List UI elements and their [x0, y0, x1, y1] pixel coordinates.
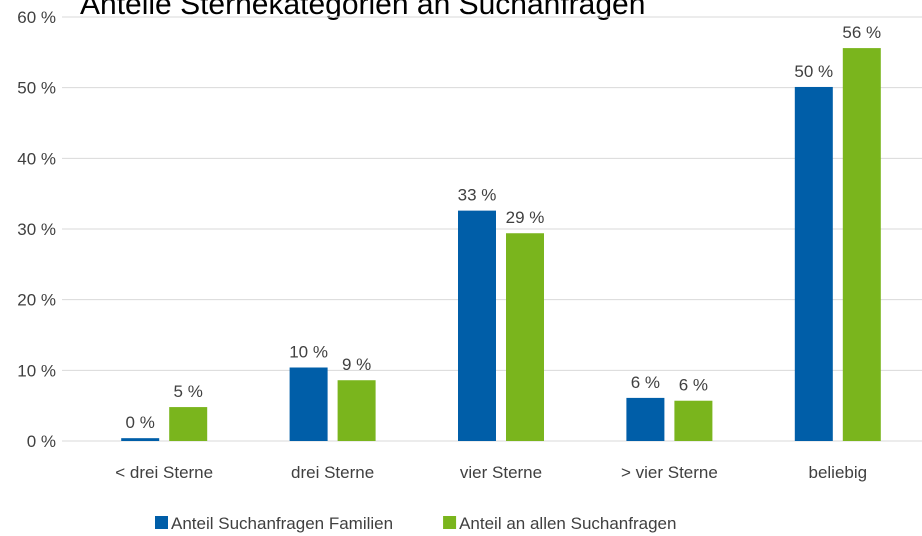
data-label: 50 %: [794, 62, 833, 81]
bar: [121, 438, 160, 441]
legend-label: Anteil an allen Suchanfragen: [459, 514, 676, 533]
bar: [842, 48, 881, 442]
legend-label: Anteil Suchanfragen Familien: [171, 514, 393, 533]
y-tick-label: 50 %: [17, 79, 56, 98]
data-label: 29 %: [506, 208, 545, 227]
legend-swatch: [443, 516, 457, 529]
bar: [458, 210, 496, 441]
data-label: 56 %: [842, 23, 881, 42]
y-tick-label: 20 %: [17, 291, 56, 310]
x-tick-label: beliebig: [808, 463, 867, 482]
data-label: 10 %: [289, 343, 328, 362]
bar: [506, 233, 544, 441]
bar: [794, 86, 833, 442]
bar: [626, 397, 665, 441]
legend-swatch: [155, 516, 168, 529]
data-label: 6 %: [679, 376, 708, 395]
y-tick-label: 40 %: [17, 149, 56, 168]
bar: [169, 407, 208, 441]
bar: [337, 380, 376, 441]
data-label: 6 %: [631, 373, 660, 392]
data-label: 33 %: [458, 186, 497, 205]
y-tick-label: 10 %: [17, 361, 56, 380]
bar: [674, 400, 713, 441]
bar: [289, 367, 328, 441]
x-tick-label: drei Sterne: [291, 463, 374, 482]
y-tick-label: 0 %: [27, 432, 56, 451]
y-tick-label: 60 %: [17, 8, 56, 27]
x-tick-label: vier Sterne: [460, 463, 542, 482]
y-tick-label: 30 %: [17, 220, 56, 239]
x-tick-label: < drei Sterne: [115, 463, 213, 482]
data-label: 5 %: [174, 382, 203, 401]
chart-title: Anteile Sternekategorien an Suchanfragen: [80, 0, 645, 21]
data-label: 0 %: [126, 413, 155, 432]
x-tick-label: > vier Sterne: [621, 463, 718, 482]
data-label: 9 %: [342, 355, 371, 374]
